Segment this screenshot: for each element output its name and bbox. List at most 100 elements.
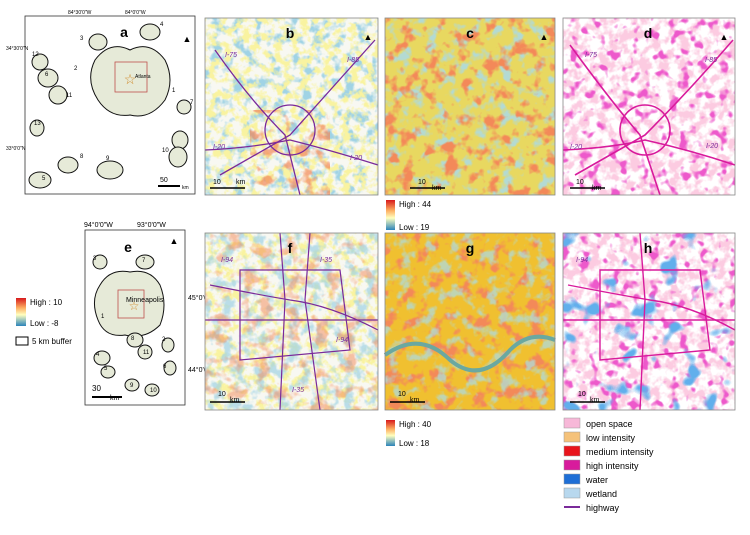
scale-value: 10 xyxy=(213,179,221,186)
panel-b: b I-75 I-85 I-20 I-20 ▲ 10 km xyxy=(204,17,379,196)
scale-unit: km xyxy=(110,395,120,402)
legend-swatch xyxy=(563,417,581,429)
frame xyxy=(204,232,379,411)
lon-label: 84°30'0"W xyxy=(68,10,92,16)
site-number: 6 xyxy=(45,72,49,78)
site-number: 5 xyxy=(104,366,108,372)
highway-label: I-35 xyxy=(320,257,332,264)
site-number: 8 xyxy=(80,154,84,160)
north-arrow: ▲ xyxy=(540,32,549,42)
legend-label: open space xyxy=(586,419,633,429)
legend-high: High : 44 xyxy=(399,200,432,209)
panel-f: f I-94 I-35 I-94 I-35 10 km xyxy=(204,232,379,411)
highways xyxy=(562,39,736,196)
panel-letter: f xyxy=(288,240,293,256)
site-numbers: 1 2 3 4 5 6 7 8 9 10 11 12 13 xyxy=(32,22,194,182)
lat-label: 33°0'0"N xyxy=(6,146,26,152)
site-number: 11 xyxy=(66,93,73,99)
lon-label: 93°0'0"W xyxy=(137,221,166,229)
frame xyxy=(562,232,736,411)
lon-label: 84°0'0"W xyxy=(125,10,146,16)
scale-value: 10 xyxy=(418,179,426,186)
site-number: 9 xyxy=(130,383,134,389)
frame xyxy=(384,17,556,196)
river xyxy=(383,334,556,373)
legend-low: Low : -8 xyxy=(30,319,59,328)
lat-label: 45°0'0"N xyxy=(188,294,215,302)
legend-g: High : 40 Low : 18 xyxy=(386,420,432,448)
color-ramp xyxy=(386,200,395,230)
highway-label: I-75 xyxy=(225,52,237,59)
site-number: 4 xyxy=(160,22,164,28)
legend-low: Low : 19 xyxy=(399,223,430,232)
site-number: 2 xyxy=(162,337,166,343)
highway-label: I-35 xyxy=(292,387,304,394)
map-texture xyxy=(563,18,735,195)
legend-low: Low : 18 xyxy=(399,439,430,448)
highway-label: I-20 xyxy=(706,143,718,150)
highway-label: I-85 xyxy=(705,57,717,64)
scale-unit: km xyxy=(590,397,600,404)
scale-unit: km xyxy=(236,179,246,186)
color-ramp xyxy=(386,420,395,446)
buffers xyxy=(92,254,177,397)
scale-value: 10 xyxy=(576,179,584,186)
study-area xyxy=(117,289,145,319)
site-number: 12 xyxy=(32,52,39,58)
site-number: 3 xyxy=(93,256,97,262)
color-ramp xyxy=(16,298,26,326)
scale-value: 30 xyxy=(92,384,101,393)
highway-label: I-85 xyxy=(347,57,359,64)
lon-label: 94°0'0"W xyxy=(84,221,113,229)
legend-diff: High : 10 Low : -8 5 km buffer xyxy=(15,298,72,346)
site-number: 2 xyxy=(74,66,78,72)
buffer-swatch xyxy=(15,336,29,346)
site-number: 1 xyxy=(172,88,176,94)
panel-h: h I-94 10 km xyxy=(562,232,736,411)
site-number: 3 xyxy=(80,36,84,42)
panel-c: c ▲ 10 km xyxy=(384,17,556,196)
highway-label: I-75 xyxy=(585,52,597,59)
site-number: 10 xyxy=(150,388,157,394)
legend-buffer: 5 km buffer xyxy=(32,337,72,346)
site-number: 11 xyxy=(143,350,150,356)
scale-unit: km xyxy=(230,397,240,404)
legend-high: High : 40 xyxy=(399,420,432,429)
panel-letter: g xyxy=(466,240,475,256)
star: ☆ xyxy=(129,299,140,313)
legend-swatch xyxy=(563,487,581,499)
map-texture xyxy=(385,233,555,410)
highway-label: I-20 xyxy=(570,144,582,151)
scale-unit: km xyxy=(592,185,602,192)
site-numbers: 1 2 3 4 5 6 7 8 9 10 11 xyxy=(93,256,167,394)
scale-value: 50 xyxy=(160,177,168,184)
scale-unit: km xyxy=(410,397,420,404)
site-number: 9 xyxy=(106,156,110,162)
site-number: 4 xyxy=(96,352,100,358)
panel-letter: b xyxy=(286,25,295,41)
site-number: 10 xyxy=(162,148,169,154)
star: ☆ xyxy=(124,71,137,87)
city-label: Atlanta xyxy=(135,74,151,80)
highway-label: I-94 xyxy=(221,257,233,264)
legend-swatch xyxy=(563,473,581,485)
highway-label: I-20 xyxy=(350,155,362,162)
site-number: 1 xyxy=(101,314,105,320)
highway-label: I-94 xyxy=(576,257,588,264)
legend-c: High : 44 Low : 19 xyxy=(386,200,432,232)
panel-letter: a xyxy=(120,24,128,40)
panel-letter: h xyxy=(644,240,653,256)
legend-label: high intensity xyxy=(586,461,639,471)
land-cover-legend: open space low intensity medium intensity h… xyxy=(563,417,654,513)
frame xyxy=(562,17,736,196)
north-arrow: ▲ xyxy=(720,32,729,42)
north-arrow: ▲ xyxy=(364,32,373,42)
lat-label: 44°0'0"N xyxy=(188,366,215,374)
site-number: 7 xyxy=(142,258,146,264)
panel-letter: c xyxy=(466,25,474,41)
site-number: 6 xyxy=(163,364,167,370)
legend-swatch xyxy=(563,445,581,457)
scale-value: 10 xyxy=(398,391,406,398)
frame xyxy=(204,17,379,196)
